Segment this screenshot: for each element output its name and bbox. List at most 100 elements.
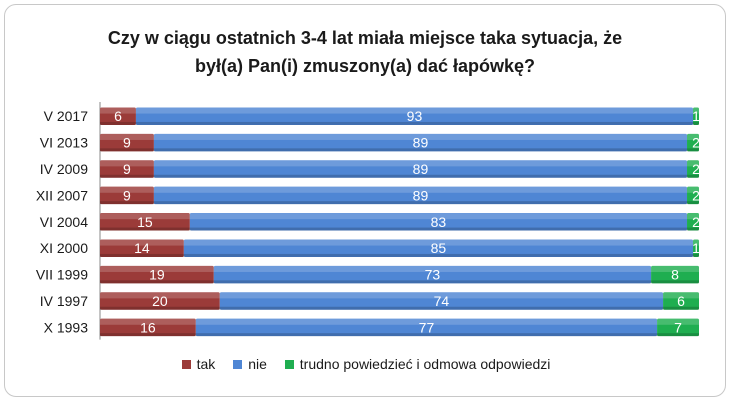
bar-highlight — [183, 239, 694, 246]
value-label-tak: 19 — [149, 267, 165, 283]
bar-trudno — [687, 186, 699, 205]
value-label-nie: 89 — [413, 187, 429, 203]
value-label-tak: 20 — [152, 293, 168, 309]
bar-shadow — [687, 227, 699, 231]
bar-segment-nie — [153, 186, 688, 205]
bar-shadow — [693, 253, 699, 257]
bar-segment-tak — [100, 160, 154, 178]
value-label-trudno: 6 — [677, 293, 685, 309]
category-label: IV 2009 — [40, 161, 88, 177]
bar-nie — [219, 292, 664, 310]
bar-trudno — [657, 318, 699, 337]
bar-shadow — [100, 148, 154, 152]
bar-shadow — [100, 333, 196, 337]
bar-trudno — [687, 160, 699, 178]
bar-segment-trudno — [687, 213, 699, 231]
bar-highlight — [153, 160, 688, 167]
bar-nie — [153, 186, 688, 205]
bar-shadow — [693, 121, 699, 125]
category-label: IV 1997 — [40, 293, 88, 309]
category-label: XII 2007 — [36, 187, 88, 203]
value-label-nie: 83 — [431, 214, 447, 230]
bar-tak — [100, 318, 196, 337]
bar-nie — [195, 318, 658, 337]
bar-segment-nie — [213, 265, 652, 284]
bar-shadow — [213, 280, 652, 284]
bar-trudno — [651, 265, 699, 284]
bar-highlight — [100, 133, 154, 140]
bar-shadow — [100, 174, 154, 178]
chart-title-line-1: Czy w ciągu ostatnich 3-4 lat miała miej… — [107, 28, 623, 48]
bar-highlight — [153, 133, 688, 140]
value-label-nie: 89 — [413, 161, 429, 177]
bar-highlight — [213, 265, 652, 272]
bar-segment-trudno — [687, 186, 699, 205]
value-label-trudno: 1 — [692, 108, 700, 124]
bar-tak — [100, 107, 136, 125]
bar-highlight — [687, 186, 699, 193]
chart-legend: tak nie trudno powiedzieć i odmowa odpow… — [0, 356, 732, 372]
bar-segment-tak — [100, 213, 190, 231]
bar-shadow — [100, 306, 220, 310]
bar-tak — [100, 186, 154, 205]
bar-tak — [100, 292, 220, 310]
bar-shadow — [100, 121, 136, 125]
value-label-tak: 6 — [114, 108, 122, 124]
bar-segment-tak — [100, 265, 214, 284]
bar-highlight — [693, 239, 699, 246]
bar-shadow — [135, 121, 694, 125]
bar-nie — [189, 213, 688, 231]
bar-highlight — [100, 292, 220, 299]
value-label-tak: 9 — [123, 187, 131, 203]
value-label-trudno: 8 — [671, 267, 679, 283]
bar-highlight — [100, 239, 184, 246]
bar-segment-trudno — [687, 133, 699, 152]
bar-highlight — [687, 160, 699, 167]
bar-shadow — [100, 201, 154, 205]
bar-segment-tak — [100, 186, 154, 205]
value-label-nie: 93 — [407, 108, 423, 124]
bar-trudno — [693, 239, 699, 257]
bar-highlight — [195, 318, 658, 325]
bar-segment-trudno — [663, 292, 699, 310]
bar-highlight — [100, 318, 196, 325]
bar-nie — [135, 107, 694, 125]
bar-shadow — [100, 253, 184, 257]
bar-segment-nie — [153, 160, 688, 178]
bar-segment-trudno — [687, 160, 699, 178]
bar-segment-nie — [135, 107, 694, 125]
legend-label-tak: tak — [196, 356, 216, 372]
value-label-trudno: 2 — [692, 214, 700, 230]
legend-item-nie: nie — [233, 356, 267, 372]
bar-highlight — [663, 292, 699, 299]
bar-shadow — [153, 201, 688, 205]
legend-label-trudno: trudno powiedzieć i odmowa odpowiedzi — [299, 356, 551, 372]
category-label: V 2017 — [44, 108, 89, 124]
bar-segment-trudno — [651, 265, 699, 284]
bar-shadow — [100, 280, 214, 284]
bar-shadow — [183, 253, 694, 257]
bar-segment-trudno — [657, 318, 699, 337]
bar-highlight — [100, 213, 190, 220]
bar-shadow — [100, 227, 190, 231]
bar-tak — [100, 265, 214, 284]
bar-highlight — [687, 213, 699, 220]
legend-item-tak: tak — [181, 356, 216, 372]
bar-segment-nie — [219, 292, 664, 310]
bar-shadow — [153, 148, 688, 152]
value-label-tak: 9 — [123, 135, 131, 151]
bar-highlight — [693, 107, 699, 114]
value-label-nie: 89 — [413, 135, 429, 151]
bar-highlight — [100, 265, 214, 272]
bar-tak — [100, 213, 190, 231]
bar-nie — [153, 160, 688, 178]
value-label-trudno: 7 — [674, 319, 682, 335]
bar-highlight — [219, 292, 664, 299]
legend-swatch-nie — [233, 360, 243, 369]
value-label-trudno: 2 — [692, 135, 700, 151]
bar-highlight — [189, 213, 688, 220]
bar-shadow — [651, 280, 699, 284]
bar-shadow — [687, 174, 699, 178]
bar-trudno — [693, 107, 699, 125]
